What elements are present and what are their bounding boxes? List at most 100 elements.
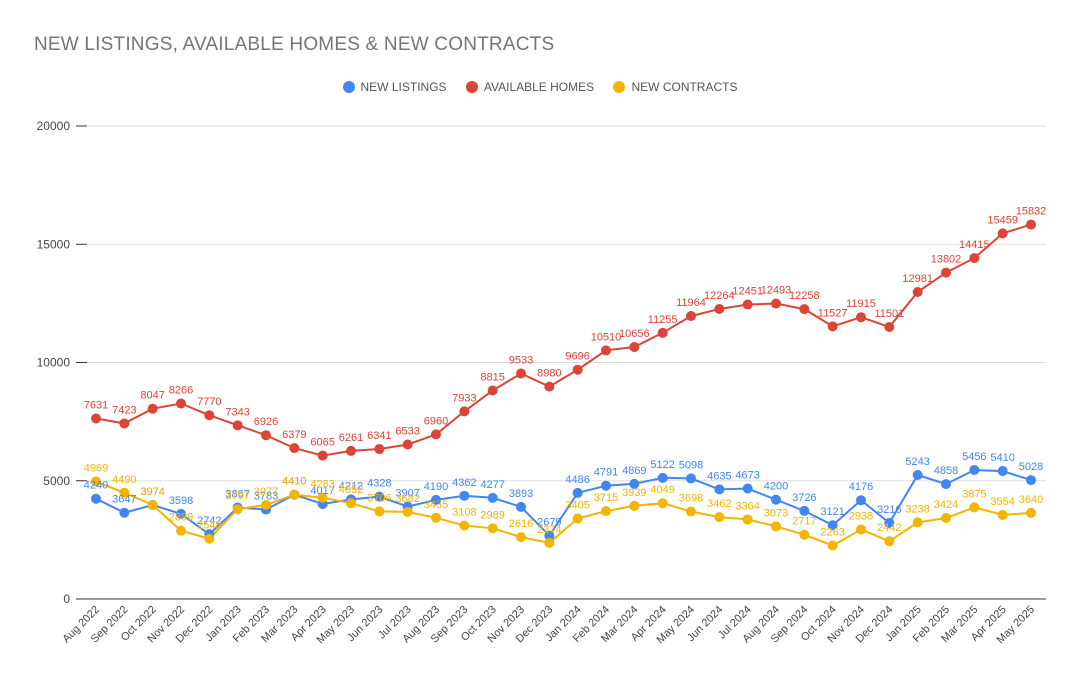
data-point [912,470,923,481]
data-point [884,322,895,333]
data-label: 3893 [509,488,533,500]
data-point [544,537,555,548]
data-point [119,418,130,429]
series-line-2 [95,480,1032,547]
y-tick-label: 20000 [37,119,71,133]
data-label: 13802 [931,254,962,266]
data-label: 4486 [565,474,589,486]
data-label: 2938 [849,511,873,523]
data-point [771,298,781,309]
y-tick-label: 10000 [37,356,71,370]
data-label: 2548 [197,520,221,532]
data-label: 12264 [704,290,735,302]
data-point [204,533,215,544]
data-point [799,505,810,516]
data-point [317,492,328,503]
data-point [459,406,470,417]
data-point [431,494,441,505]
data-label: 14415 [959,239,990,251]
data-point [232,504,243,515]
data-point [516,501,526,512]
data-point [346,498,356,509]
data-point [176,525,186,536]
legend: NEW LISTINGS AVAILABLE HOMES NEW CONTRAC… [0,80,1080,94]
data-label: 3405 [565,499,589,511]
data-point [147,403,158,414]
data-point [742,299,753,310]
data-point [856,495,866,506]
data-point [232,420,243,431]
data-point [119,507,130,518]
data-label: 9696 [565,351,589,363]
data-label: 3462 [707,498,731,510]
data-point [941,267,951,278]
data-label: 4190 [424,481,448,493]
data-point [941,479,951,490]
data-label: 4176 [849,481,873,493]
data-label: 6379 [282,429,306,441]
data-label: 4277 [480,479,504,491]
data-label: 12493 [761,285,792,297]
data-point [176,398,186,409]
data-label: 3974 [140,486,164,498]
data-point [1026,219,1036,230]
data-point [317,450,328,461]
data-point [176,508,186,519]
data-point [969,464,980,475]
legend-marker-available-homes [465,81,478,93]
data-label: 5243 [905,456,929,468]
data-label: 3706 [367,492,391,504]
data-label: 11255 [648,314,678,326]
data-point [629,500,640,511]
data-point [601,506,611,517]
data-label: 4410 [282,476,306,488]
data-point [686,506,696,517]
data-point [827,520,838,531]
data-label: 7343 [225,406,249,418]
legend-label-new-contracts: NEW CONTRACTS [631,80,738,94]
legend-item-new-contracts[interactable]: NEW CONTRACTS [613,80,737,94]
data-point [601,480,611,491]
data-label: 2442 [877,522,901,534]
data-label: 5098 [679,459,703,471]
legend-marker-new-contracts [613,81,626,93]
data-point [856,312,866,323]
data-point [799,304,810,315]
legend-item-new-listings[interactable]: NEW LISTINGS [342,80,447,94]
data-point [402,439,413,450]
data-label: 4283 [310,479,334,491]
data-label: 2717 [792,516,816,528]
data-point [969,502,980,513]
legend-item-available-homes[interactable]: AVAILABLE HOMES [465,80,594,94]
data-point [289,443,300,454]
data-label: 11964 [676,297,706,309]
data-label: 3238 [905,503,929,515]
data-point [657,472,668,483]
data-label: 3875 [962,488,986,500]
data-label: 4673 [735,469,759,481]
data-point [629,478,640,489]
data-point [1026,507,1036,518]
data-label: 3364 [735,500,759,512]
data-label: 15459 [987,214,1018,226]
data-label: 3682 [395,493,419,505]
data-label: 6533 [395,425,419,437]
chart-title: NEW LISTINGS, AVAILABLE HOMES & NEW CONT… [34,34,555,55]
data-label: 4969 [84,462,108,474]
data-point [346,445,356,456]
data-label: 15832 [1016,206,1047,218]
legend-label-new-listings: NEW LISTINGS [360,80,447,94]
data-point [91,476,101,487]
data-label: 3907 [395,488,419,500]
data-label: 3867 [225,489,249,501]
data-label: 8047 [140,390,164,402]
data-point [771,521,781,532]
data-label: 8980 [537,368,561,380]
data-label: 6926 [254,416,278,428]
data-label: 12981 [902,273,933,285]
data-label: 3424 [934,499,958,511]
data-label: 6065 [310,437,334,449]
data-point [91,413,101,424]
data-point [119,487,130,498]
data-label: 6261 [339,432,363,444]
